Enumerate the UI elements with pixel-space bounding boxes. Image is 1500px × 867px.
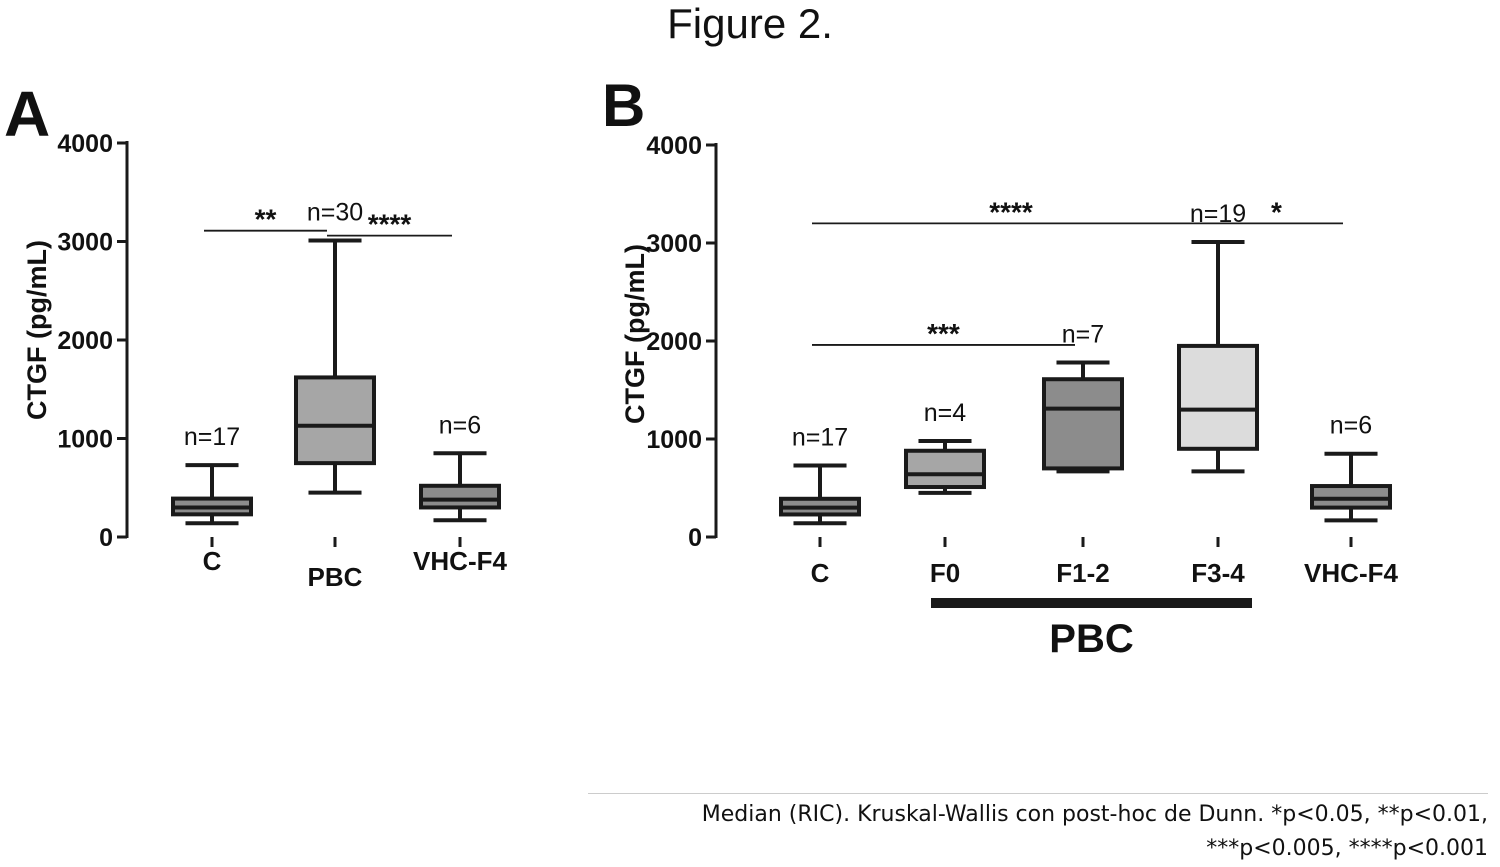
panel-a-vhc-f4-n-label: n=6 — [439, 411, 481, 439]
panel-a-category-label-vhc-f4: VHC-F4 — [413, 546, 507, 576]
panel-a-significance-label-0: ** — [255, 204, 277, 235]
panel-b-category-label-vhc-f4: VHC-F4 — [1304, 558, 1398, 588]
panel-b-y-axis-label: CTGF (pg/mL) — [620, 244, 650, 424]
panel-b-f3-4-box — [1177, 343, 1259, 451]
panel-b-f0-box — [904, 448, 986, 490]
panel-b-f1-2-box — [1042, 377, 1124, 471]
panel-a-y-tick-label-0: 0 — [99, 524, 113, 552]
panel-a-category-label-c: C — [203, 546, 222, 576]
panel-a-y-tick-label-1000: 1000 — [57, 426, 113, 454]
panel-b-group-bar — [931, 598, 1252, 608]
panel-b-category-label-f1-2: F1-2 — [1056, 558, 1109, 588]
panel-a-y-tick-label-2000: 2000 — [57, 327, 113, 355]
panel-a-category-label-pbc: PBC — [308, 562, 363, 592]
panel-a-pbc-n-label: n=30 — [307, 199, 363, 227]
panel-b-y-tick-label-3000: 3000 — [646, 230, 702, 258]
footnote-line-2: ***p<0.005, ****p<0.001 — [1206, 836, 1488, 861]
panel-b-plot: 0 1000 2000 3000 4000 CTGF (pg/mL) C F0 F1-2 F3-4… — [620, 132, 1398, 661]
panel-label-b: B — [602, 72, 645, 139]
panel-a-c-n-label: n=17 — [184, 423, 240, 451]
panel-b-y-tick-label-4000: 4000 — [646, 132, 702, 160]
panel-a-plot: 0 1000 2000 3000 4000 CTGF (pg/mL) C PBC VHC-F4 n… — [22, 130, 507, 592]
figure-title: Figure 2. — [667, 0, 833, 47]
footnote-line-1: Median (RIC). Kruskal-Wallis con post-ho… — [701, 802, 1488, 827]
panel-a-y-tick-label-3000: 3000 — [57, 229, 113, 257]
panel-b-f0-n-label: n=4 — [924, 399, 967, 427]
footnote: Median (RIC). Kruskal-Wallis con post-ho… — [588, 793, 1488, 866]
panel-b-c-n-label: n=17 — [792, 423, 848, 451]
panel-b-category-label-c: C — [811, 558, 830, 588]
panel-b-significance-label-2: *** — [927, 318, 960, 349]
panel-b-vhc-f4-n-label: n=6 — [1330, 412, 1372, 440]
panel-a-y-axis-label: CTGF (pg/mL) — [22, 240, 52, 420]
panel-b-y-tick-label-0: 0 — [688, 524, 702, 552]
panel-b-category-label-f3-4: F3-4 — [1191, 558, 1245, 588]
panel-b-significance-label-1: * — [1271, 196, 1282, 227]
panel-a-significance-label-1: **** — [368, 209, 412, 240]
panel-b-group-label: PBC — [1049, 617, 1133, 661]
panel-b-category-label-f0: F0 — [930, 558, 960, 588]
panel-b-significance-label-0: **** — [989, 196, 1033, 227]
panel-b-f1-2-n-label: n=7 — [1062, 321, 1104, 349]
panel-a-pbc-box — [294, 375, 376, 466]
panel-b-y-tick-label-1000: 1000 — [646, 426, 702, 454]
panel-b-y-tick-label-2000: 2000 — [646, 328, 702, 356]
panel-label-a: A — [4, 78, 50, 150]
panel-a-y-tick-label-4000: 4000 — [57, 130, 113, 158]
panel-a-vhc-f4-box — [419, 483, 501, 510]
